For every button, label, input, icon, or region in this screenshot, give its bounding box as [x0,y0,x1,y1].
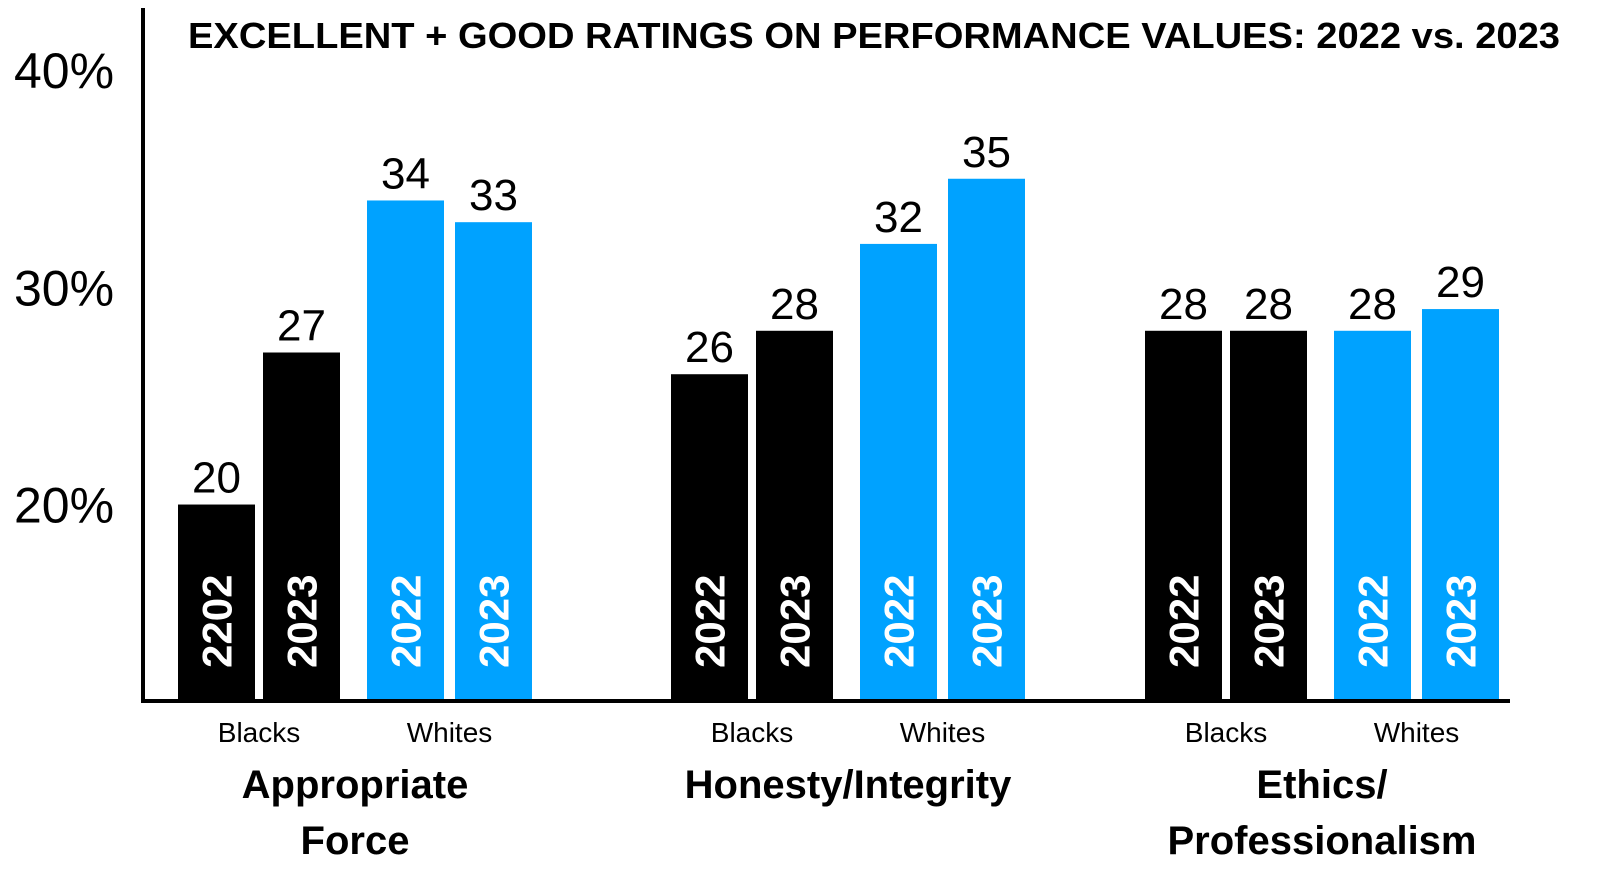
subgroup-label: Blacks [218,717,300,748]
group-label: Force [301,819,410,863]
bar-year-label: 2022 [687,575,734,668]
subgroup-label: Whites [1374,717,1460,748]
bar [756,330,833,700]
y-tick-label: 30% [14,260,114,316]
bar [455,222,532,700]
bar-year-label: 2022 [1161,575,1208,668]
value-label: 32 [874,193,923,242]
bar-year-label: 2023 [471,575,518,668]
value-label: 33 [469,171,518,220]
bar [1422,309,1499,700]
bar [1230,330,1307,700]
bar [1334,330,1411,700]
bar-year-label: 2202 [194,575,241,668]
value-label: 28 [1348,280,1397,329]
bar [367,200,444,700]
bar-year-label: 2023 [1438,575,1485,668]
value-label: 35 [962,128,1011,177]
value-label: 28 [770,280,819,329]
group-label: Honesty/Integrity [685,763,1012,807]
bar [1145,330,1222,700]
bar-year-label: 2023 [1246,575,1293,668]
subgroup-label: Whites [900,717,986,748]
value-label: 29 [1436,258,1485,307]
value-label: 34 [381,149,430,198]
bar-year-label: 2022 [1350,575,1397,668]
bar-year-label: 2023 [279,575,326,668]
group-label: Professionalism [1167,819,1476,863]
y-tick-label: 20% [14,478,114,534]
bar-year-label: 2023 [772,575,819,668]
group-label: Ethics/ [1256,763,1387,807]
value-label: 28 [1244,280,1293,329]
subgroup-label: Whites [407,717,493,748]
bar-year-label: 2022 [383,575,430,668]
value-label: 26 [685,323,734,372]
value-label: 28 [1159,280,1208,329]
bar [671,374,748,700]
y-tick-label: 40% [14,43,114,99]
subgroup-label: Blacks [711,717,793,748]
bar [948,178,1025,700]
bar [178,504,255,700]
chart-title: EXCELLENT + GOOD RATINGS ON PERFORMANCE … [188,15,1560,56]
bar-year-label: 2023 [964,575,1011,668]
value-label: 20 [192,454,241,503]
group-label: Appropriate [242,763,469,807]
value-label: 27 [277,302,326,351]
bar [860,243,937,700]
bar [263,352,340,700]
subgroup-label: Blacks [1185,717,1267,748]
bar-year-label: 2022 [876,575,923,668]
